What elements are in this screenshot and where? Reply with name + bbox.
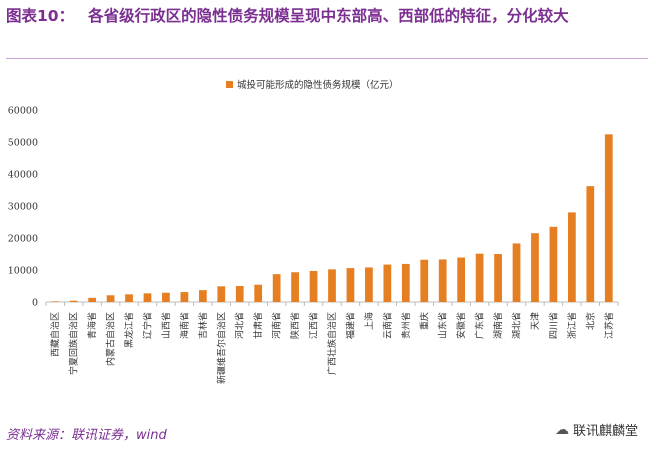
y-tick-label: 40000 xyxy=(8,170,38,181)
x-tick-label: 北京 xyxy=(584,312,596,330)
x-tick-label: 云南省 xyxy=(381,312,393,339)
x-tick-label: 安徽省 xyxy=(455,312,467,339)
bar xyxy=(143,293,152,302)
bar xyxy=(106,295,115,302)
watermark-label: 联讯麒麟堂 xyxy=(572,424,638,439)
x-tick-label: 湖北省 xyxy=(511,312,523,339)
bar xyxy=(69,300,78,302)
bar xyxy=(365,267,373,302)
y-tick-label: 60000 xyxy=(8,106,38,117)
bar xyxy=(457,257,466,302)
bar xyxy=(531,233,539,302)
bar xyxy=(401,263,410,302)
watermark: ☁ 联讯麒麟堂 xyxy=(554,420,638,440)
bar xyxy=(494,254,502,302)
y-tick-label: 0 xyxy=(32,298,38,309)
x-tick-label: 江苏省 xyxy=(603,312,615,339)
bar xyxy=(346,268,355,302)
x-tick-label: 黑龙江省 xyxy=(123,312,135,348)
bar xyxy=(383,264,392,302)
bar xyxy=(180,292,189,302)
x-tick-label: 青海省 xyxy=(86,312,98,339)
x-tick-label: 湖南省 xyxy=(492,312,504,339)
x-tick-label: 贵州省 xyxy=(400,312,412,339)
wechat-icon: ☁ xyxy=(554,421,569,438)
bar xyxy=(549,226,558,302)
x-tick-label: 吉林省 xyxy=(197,312,209,339)
bar-chart: 城投可能形成的隐性债务规模（亿元） 0 10000 20000 30000 40000 5… xyxy=(8,79,619,384)
legend: 城投可能形成的隐性债务规模（亿元） xyxy=(226,79,399,91)
figure-number: 图表10： xyxy=(6,7,75,25)
bars xyxy=(51,134,613,302)
x-tick-label: 辽宁省 xyxy=(141,312,153,339)
bar xyxy=(125,294,133,302)
legend-swatch xyxy=(226,81,233,88)
x-axis: 西藏自治区 宁夏回族自治区 青海省 内蒙古自治区 黑龙江省 辽宁省 山西省 海南省 吉林省 新疆维… xyxy=(45,302,619,384)
x-tick-label: 四川省 xyxy=(547,312,559,339)
x-tick-label: 内蒙古自治区 xyxy=(105,312,117,366)
x-tick-label: 江西省 xyxy=(308,312,320,339)
data-source: 资料来源：联讯证券，wind xyxy=(6,428,167,443)
x-tick-label: 重庆 xyxy=(418,312,430,330)
legend-label: 城投可能形成的隐性债务规模（亿元） xyxy=(237,79,399,91)
bar xyxy=(51,301,60,302)
x-tick-label: 西藏自治区 xyxy=(49,312,61,357)
x-tick-label: 陕西省 xyxy=(289,312,301,339)
bar xyxy=(198,290,207,302)
bar xyxy=(475,253,484,302)
x-tick-label: 福建省 xyxy=(344,312,356,339)
x-tick-label: 山西省 xyxy=(160,312,172,339)
x-tick-label: 浙江省 xyxy=(566,312,578,339)
x-tick-label: 河南省 xyxy=(271,312,283,339)
x-tick-label: 宁夏回族自治区 xyxy=(68,312,80,375)
bar xyxy=(88,297,97,302)
bar xyxy=(567,212,576,302)
x-tick-label: 新疆维吾尔自治区 xyxy=(215,312,227,384)
bar xyxy=(254,284,263,302)
bar xyxy=(217,286,226,302)
bar xyxy=(162,292,170,302)
figure-caption: 各省级行政区的隐性债务规模呈现中东部高、西部低的特征，分化较大 xyxy=(88,7,569,25)
y-tick-label: 30000 xyxy=(8,202,38,213)
x-tick-label: 山东省 xyxy=(437,312,449,339)
x-tick-label: 广东省 xyxy=(474,312,486,339)
bar xyxy=(604,134,613,302)
figure-title: 图表10： 各省级行政区的隐性债务规模呈现中东部高、西部低的特征，分化较大 xyxy=(6,4,646,28)
bar xyxy=(309,270,318,302)
x-tick-label: 海南省 xyxy=(178,312,190,339)
bar xyxy=(420,259,429,302)
bar xyxy=(235,286,244,302)
x-tick-label: 甘肃省 xyxy=(252,312,264,339)
bar xyxy=(438,259,447,302)
x-tick-label: 上海 xyxy=(363,312,375,330)
x-tick-label: 广西壮族自治区 xyxy=(326,312,338,375)
x-tick-label: 河北省 xyxy=(234,312,246,339)
bar xyxy=(328,269,336,302)
bar xyxy=(291,272,299,302)
bar xyxy=(586,186,595,302)
x-tick-label: 天津 xyxy=(530,312,541,330)
bar xyxy=(512,243,521,302)
y-tick-label: 10000 xyxy=(8,266,38,277)
bar xyxy=(272,274,281,302)
y-tick-label: 20000 xyxy=(8,234,38,245)
title-divider xyxy=(6,58,648,59)
y-tick-label: 50000 xyxy=(8,138,38,149)
